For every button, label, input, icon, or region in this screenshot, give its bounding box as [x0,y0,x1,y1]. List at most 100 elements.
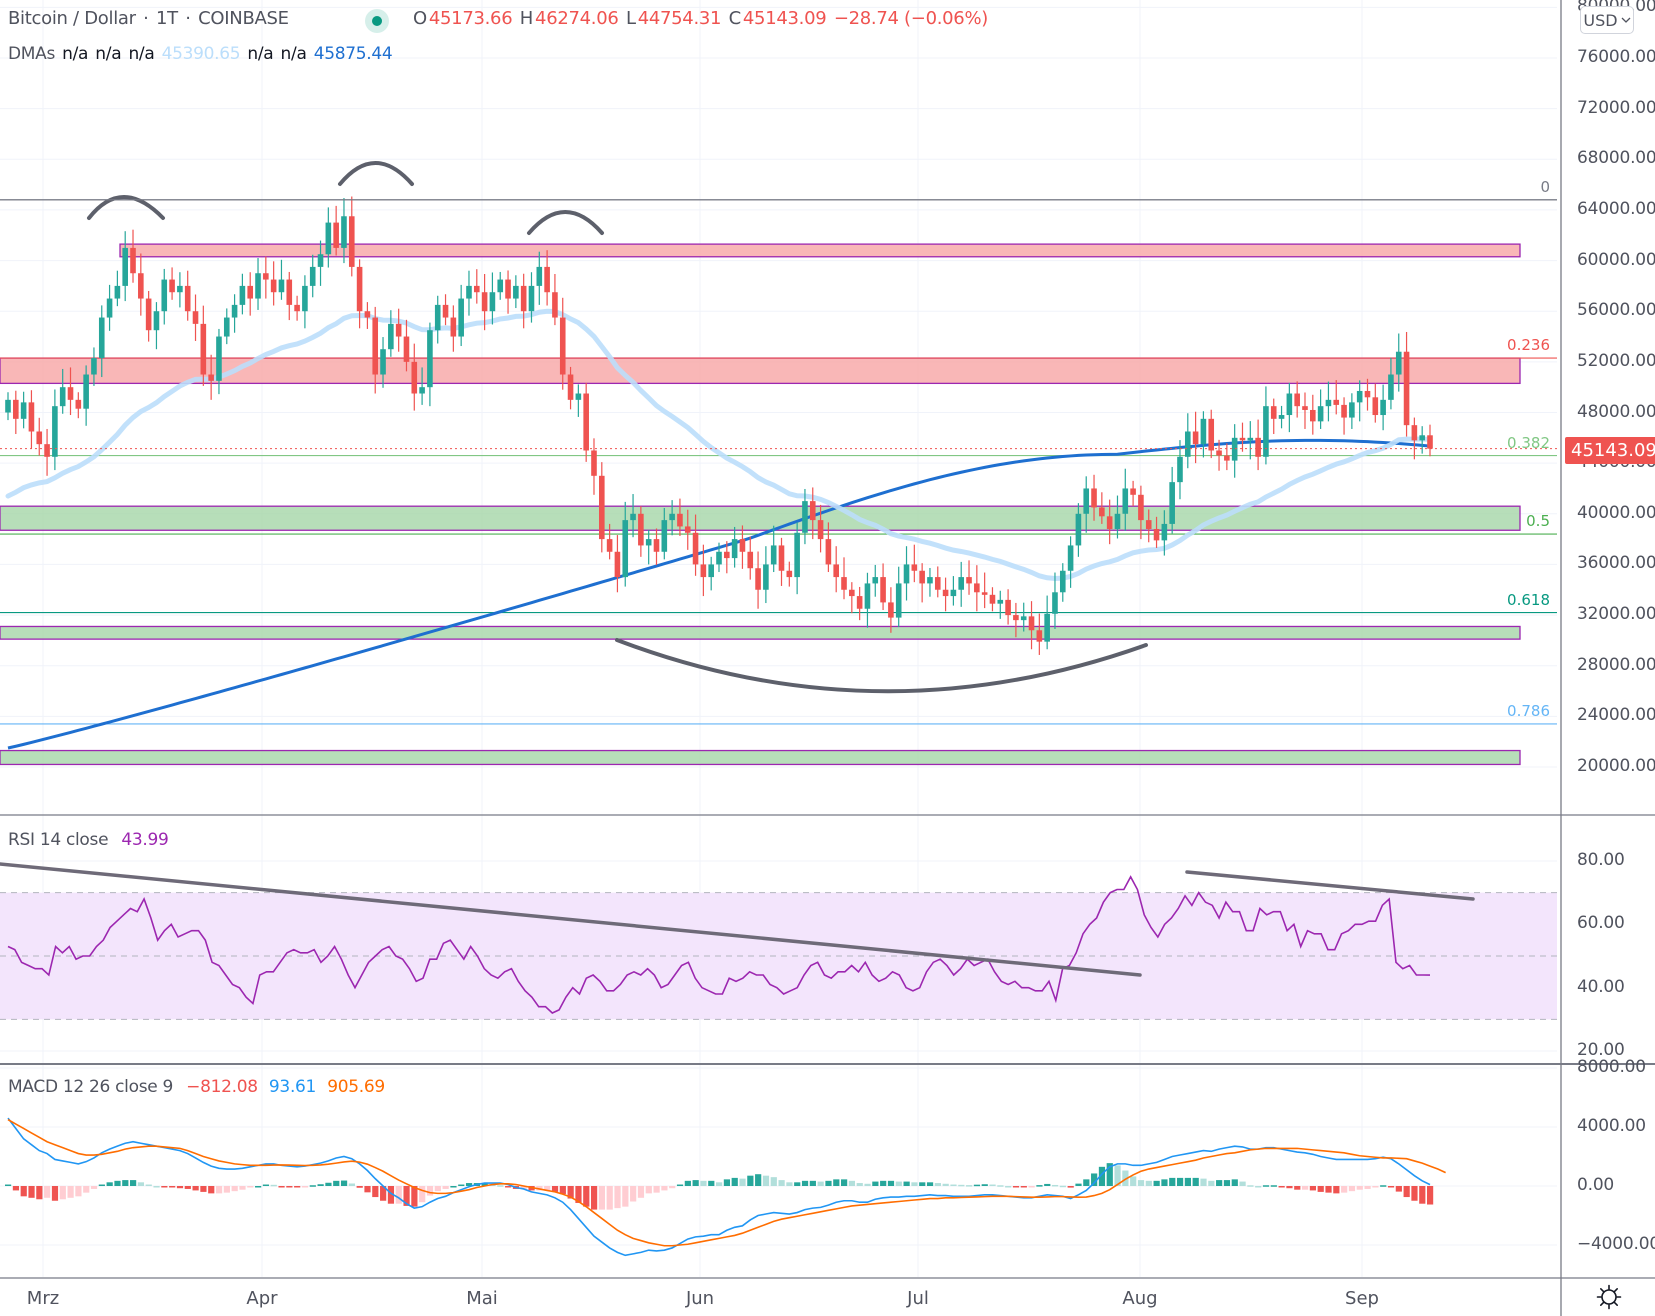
candle-down [981,592,988,595]
candle-up [1325,399,1332,407]
macd-bar [622,1186,629,1207]
macd-bar [590,1186,598,1210]
candle-down [356,266,363,312]
candle-up [106,298,113,318]
candle-up [950,589,957,597]
candle-up [317,254,324,267]
macd-bar [67,1186,74,1198]
macd-bar [1372,1186,1379,1188]
candle-down [1106,516,1113,529]
macd-bar [1075,1183,1082,1186]
candle-down [1302,406,1308,410]
macd-bar [59,1186,66,1200]
macd-bar [872,1181,879,1186]
rsi-name[interactable]: RSI 14 close [8,830,109,850]
macd-bar [637,1186,645,1198]
candle-down [28,402,35,432]
price-axis-label: 72000.00 [1577,97,1655,118]
macd-bar [28,1186,35,1198]
candle-down [559,317,566,375]
macd-bar [153,1186,160,1188]
macd-bar [770,1177,777,1186]
macd-bar [411,1186,418,1207]
macd-bar [880,1180,887,1186]
candle-down [1403,351,1410,426]
macd-bar [1403,1186,1410,1198]
macd-bar [1348,1186,1356,1192]
rsi-legend: RSI 14 close 43.99 [8,830,171,850]
candle-up [872,577,879,584]
macd-bar [567,1186,574,1199]
price-axis-label: 64000.00 [1577,198,1655,219]
candle-up [5,399,11,413]
macd-bar [223,1186,230,1193]
candle-up [927,577,933,584]
candle-down [700,564,707,578]
macd-bar [520,1186,527,1189]
candle-down [684,526,691,533]
macd-bar [1200,1178,1207,1186]
macd-bar [1419,1186,1426,1204]
macd-bar [348,1183,355,1186]
macd-bar [1083,1179,1090,1186]
macd-axis-label: 4000.00 [1577,1116,1646,1136]
market-status-icon[interactable] [365,9,389,33]
macd-line-value: 93.61 [268,1077,317,1097]
macd-bar [684,1180,691,1186]
macd-bar [325,1182,332,1186]
macd-bar [911,1182,918,1186]
macd-bar [731,1177,738,1186]
macd-bar [1231,1179,1238,1186]
candle-down [1427,435,1433,449]
macd-bar [1223,1180,1231,1186]
separator: · [143,8,149,29]
macd-bar [130,1180,137,1186]
candle-up [122,247,128,286]
macd-bar [137,1182,145,1186]
open-value: 45173.66 [428,8,513,29]
candle-down [372,317,379,375]
macd-bar [114,1180,121,1186]
macd-bar [864,1183,871,1186]
candle-down [473,285,480,293]
macd-bar [708,1180,715,1186]
macd-bar [1051,1184,1059,1187]
rsi-band [0,892,1557,1020]
candle-up [716,551,722,565]
macd-bar [1427,1186,1434,1205]
candle-down [911,564,918,571]
candle-down [934,577,941,590]
macd-bar [309,1185,316,1187]
candle-up [997,599,1004,604]
settings-gear-icon[interactable] [1596,1284,1622,1310]
macd-bar [1114,1165,1121,1186]
candle-up [669,513,675,521]
macd-bar [1130,1176,1137,1186]
month-label: Mrz [26,1288,60,1309]
currency-label: USD [1583,10,1618,30]
currency-dropdown[interactable]: USD [1580,6,1634,34]
macd-bar [356,1186,363,1188]
macd-bar [239,1186,246,1190]
candle-down [1192,431,1199,445]
candle-down [739,539,746,552]
candle-up [1083,488,1090,514]
candle-down [856,596,863,609]
rounded-bottom-arc [615,638,1148,694]
macd-bar [669,1186,676,1189]
rsi-divergence-line [1185,870,1475,901]
symbol-name[interactable]: Bitcoin / Dollar [8,8,136,29]
macd-bar [301,1186,309,1188]
candle-down [849,589,855,597]
macd-bar [44,1186,51,1198]
candle-up [1388,374,1394,400]
macd-bar [1067,1186,1074,1188]
macd-name[interactable]: MACD 12 26 close 9 [8,1077,174,1097]
candle-up [513,285,519,299]
macd-line [7,1117,1431,1257]
macd-bar [1356,1186,1363,1190]
dma-label[interactable]: DMAs [8,44,56,64]
candle-down [505,279,511,299]
candle-down [13,399,19,419]
